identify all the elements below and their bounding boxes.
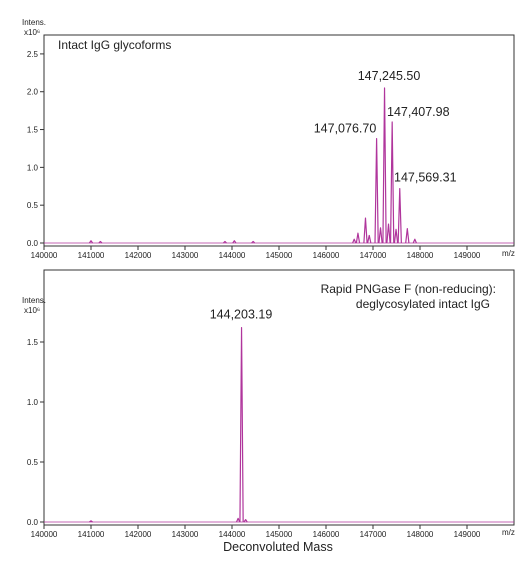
top-y-tick-label: 1.0 — [27, 163, 39, 172]
bottom-spectrum-trace — [44, 327, 514, 523]
bottom-spectrum-peak — [243, 519, 248, 523]
top-x-tick-label: 145000 — [266, 251, 293, 260]
top-spectrum-peak — [374, 138, 379, 244]
bottom-x-tick-label: 146000 — [313, 530, 340, 539]
bottom-peak-labels: 144,203.19 — [210, 308, 273, 322]
top-spectrum-peak — [389, 121, 395, 244]
bottom-x-tick-label: 140000 — [31, 530, 58, 539]
top-peak-mass-label: 147,245.50 — [358, 69, 421, 83]
top-spectrum-peak — [232, 240, 237, 244]
top-x-tick-label: 141000 — [78, 251, 105, 260]
bottom-y-tick-label: 1.0 — [27, 398, 39, 407]
top-x-tick-label: 142000 — [125, 251, 152, 260]
bottom-x-tick-label: 142000 — [125, 530, 152, 539]
deglycosylated-spectrum-panel: Intens. x10⁶ Rapid PNGase F (non-reducin… — [22, 269, 515, 554]
top-y-unit-label: Intens. — [22, 18, 46, 27]
top-spectrum-peak — [355, 232, 361, 244]
top-x-tick-label: 148000 — [407, 251, 434, 260]
top-spectrum-peak — [386, 223, 391, 244]
top-spectrum-peak — [367, 234, 372, 244]
top-spectrum-peak — [393, 228, 399, 244]
bottom-peak-mass-label: 144,203.19 — [210, 308, 273, 322]
bottom-x-unit-label: m/z — [502, 528, 515, 537]
top-spectrum-peak — [378, 227, 383, 244]
top-plot-frame — [43, 34, 515, 247]
bottom-x-tick-label: 148000 — [407, 530, 434, 539]
bottom-spectrum-peak — [89, 520, 93, 523]
top-y-tick-label: 2.0 — [27, 88, 39, 97]
top-y-tick-label: 0.5 — [27, 201, 39, 210]
top-x-tick-label: 140000 — [31, 251, 58, 260]
top-x-unit-label: m/z — [502, 249, 515, 258]
top-x-tick-label: 144000 — [219, 251, 246, 260]
top-spectrum-peak — [98, 240, 103, 244]
top-x-axis-ticks: 140000 141000 142000 143000 144000 145000 1460… — [31, 246, 481, 260]
top-x-tick-label: 143000 — [172, 251, 199, 260]
top-spectrum-peak — [412, 238, 417, 244]
bottom-y-tick-label: 0.0 — [27, 518, 39, 527]
bottom-panel-annotation-line1: Rapid PNGase F (non-reducing): — [321, 282, 496, 296]
x-axis-title: Deconvoluted Mass — [223, 540, 333, 554]
top-peak-labels: 147,076.70 147,245.50 147,407.98 147,569.31 — [314, 69, 457, 185]
bottom-x-axis-ticks: 140000 141000 142000 143000 144000 145000 1460… — [31, 525, 481, 539]
bottom-y-exponent-label: x10⁶ — [24, 306, 40, 315]
top-x-tick-label: 146000 — [313, 251, 340, 260]
glycoforms-spectrum-panel: Intens. x10⁶ Intact IgG glycoforms m/z 0… — [22, 18, 515, 260]
bottom-y-unit-label: Intens. — [22, 296, 46, 305]
top-spectrum-peak — [363, 217, 368, 244]
top-y-tick-label: 2.5 — [27, 50, 39, 59]
bottom-x-tick-label: 149000 — [454, 530, 481, 539]
top-spectrum-peak — [397, 187, 402, 244]
top-spectrum-peak — [222, 240, 227, 244]
top-peak-mass-label: 147,076.70 — [314, 122, 377, 136]
bottom-spectrum-peak — [235, 517, 241, 523]
bottom-x-tick-label: 145000 — [266, 530, 293, 539]
top-y-axis-ticks: 0.0 0.5 1.0 1.5 2.0 2.5 — [27, 50, 44, 248]
top-spectrum-peak — [251, 240, 256, 244]
bottom-x-tick-label: 141000 — [78, 530, 105, 539]
top-x-tick-label: 149000 — [454, 251, 481, 260]
bottom-spectrum-peak — [239, 327, 244, 523]
top-peak-mass-label: 147,569.31 — [394, 171, 457, 185]
top-x-tick-label: 147000 — [360, 251, 387, 260]
bottom-x-tick-label: 143000 — [172, 530, 199, 539]
top-spectrum-peak — [352, 238, 357, 244]
bottom-y-tick-label: 0.5 — [27, 458, 39, 467]
bottom-panel-annotation-line2: deglycosylated intact IgG — [356, 297, 490, 311]
top-spectrum-peak — [88, 240, 94, 244]
top-y-tick-label: 0.0 — [27, 239, 39, 248]
bottom-y-axis-ticks: 0.0 0.5 1.0 1.5 — [27, 338, 44, 527]
top-peak-mass-label: 147,407.98 — [387, 105, 450, 119]
top-y-tick-label: 1.5 — [27, 126, 39, 135]
bottom-x-tick-label: 144000 — [219, 530, 246, 539]
top-y-exponent-label: x10⁶ — [24, 28, 40, 37]
bottom-x-tick-label: 147000 — [360, 530, 387, 539]
top-panel-annotation: Intact IgG glycoforms — [58, 38, 171, 52]
top-spectrum-peak — [405, 228, 410, 244]
top-spectrum-trace — [44, 87, 514, 244]
top-spectrum-peak — [382, 87, 387, 244]
bottom-y-tick-label: 1.5 — [27, 338, 39, 347]
